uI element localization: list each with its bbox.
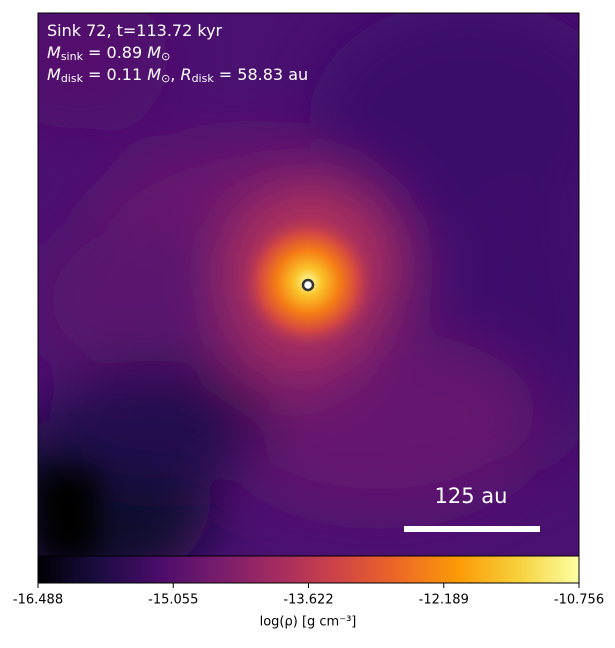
colorbar-tick-label: -16.488 xyxy=(13,593,63,608)
annotation-part: disk xyxy=(61,72,84,85)
annotation-part: M xyxy=(47,65,61,84)
annotation-part: = 0.11 xyxy=(83,65,147,84)
annotation-part: Sink 72, t=113.72 kyr xyxy=(47,21,223,40)
density-map xyxy=(38,13,579,556)
colorbar-tick-label: -13.622 xyxy=(283,593,333,608)
annotation-line: Sink 72, t=113.72 kyr xyxy=(47,21,223,40)
annotation-line: Msink = 0.89 M⊙ xyxy=(47,43,170,64)
annotation-part: = 58.83 au xyxy=(214,65,308,84)
annotation-part: = 0.89 xyxy=(83,43,147,62)
annotation-part: ⊙ xyxy=(161,50,170,63)
annotation-part: R xyxy=(180,65,191,84)
annotation-part: , xyxy=(170,65,180,84)
sink-marker xyxy=(301,278,315,292)
colorbar-tick-label: -15.055 xyxy=(148,593,198,608)
annotation-part: M xyxy=(147,43,161,62)
annotation-part: M xyxy=(47,43,61,62)
colorbar-tick-label: -10.756 xyxy=(554,593,604,608)
colorbar xyxy=(37,555,580,584)
annotation-part: ⊙ xyxy=(161,72,170,85)
annotation-line: Mdisk = 0.11 M⊙, Rdisk = 58.83 au xyxy=(47,65,308,86)
annotation-part: sink xyxy=(61,50,84,63)
colorbar-ticks: -16.488 -15.055 -13.622 -12.189 -10.756 xyxy=(13,583,604,608)
colorbar-label: log(ρ) [g cm⁻³] xyxy=(260,615,357,630)
annotation-part: disk xyxy=(192,72,215,85)
colorbar-tick-label: -12.189 xyxy=(419,593,469,608)
annotation-part: M xyxy=(147,65,161,84)
scale-bar-label: 125 au xyxy=(435,484,508,508)
